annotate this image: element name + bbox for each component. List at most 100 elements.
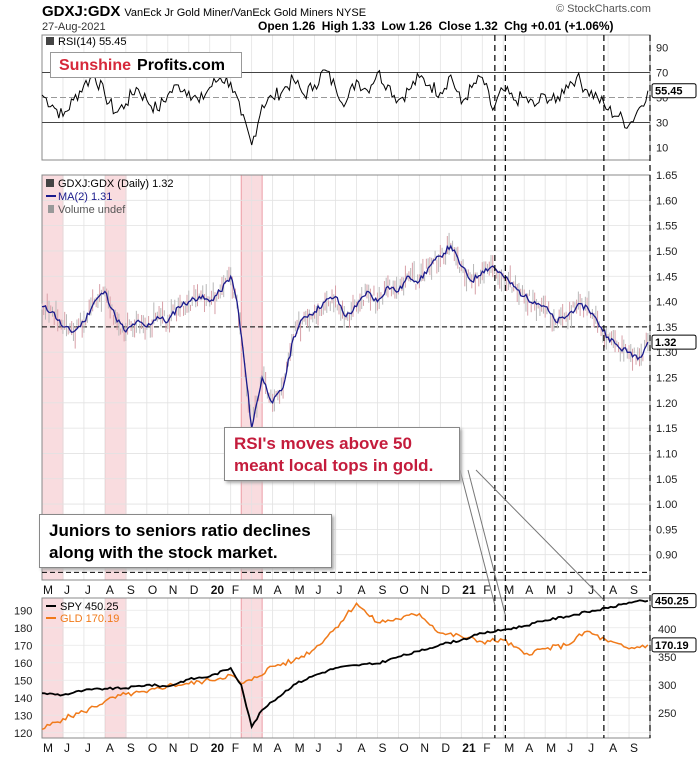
gld-tick-label: 130 bbox=[14, 710, 32, 722]
x-tick-label: F bbox=[232, 741, 239, 755]
x-tick-label: A bbox=[357, 741, 365, 755]
axis-ticks: 10305070900.900.951.001.051.101.151.201.… bbox=[14, 43, 677, 756]
x-tick-label: D bbox=[190, 583, 199, 597]
spy-tick-label: 350 bbox=[658, 652, 676, 664]
x-tick-label: A bbox=[106, 583, 114, 597]
x-tick-label: N bbox=[169, 741, 178, 755]
gld-tick-label: 170 bbox=[14, 640, 32, 652]
x-tick-label: M bbox=[43, 583, 53, 597]
gld-legend-text: GLD 170.19 bbox=[60, 613, 119, 625]
x-tick-label: J bbox=[337, 741, 343, 755]
x-tick-label: S bbox=[630, 583, 638, 597]
x-tick-label: F bbox=[232, 583, 239, 597]
x-tick-label: J bbox=[316, 741, 322, 755]
x-tick-label: A bbox=[357, 583, 365, 597]
x-tick-label: 20 bbox=[211, 583, 225, 597]
x-tick-label: J bbox=[316, 583, 322, 597]
legends: RSI(14) 55.45 GDXJ:GDX (Daily) 1.32MA(2) … bbox=[46, 36, 697, 653]
ratio-tick-label: 1.15 bbox=[656, 423, 677, 435]
x-tick-label: O bbox=[399, 583, 408, 597]
ratio-tick-label: 1.00 bbox=[656, 499, 677, 511]
ratio-tick-label: 1.55 bbox=[656, 221, 677, 233]
low-value: Low 1.26 bbox=[381, 19, 433, 33]
x-tick-label: S bbox=[127, 741, 135, 755]
x-tick-label: J bbox=[85, 583, 91, 597]
ratio-legend-swatch bbox=[46, 179, 54, 187]
frame-low bbox=[41, 597, 651, 739]
rsi-annotation: RSI's moves above 50 meant local tops in… bbox=[224, 427, 460, 481]
ratio-tick-label: 1.60 bbox=[656, 195, 677, 207]
x-tick-label: N bbox=[420, 741, 429, 755]
x-tick-label: A bbox=[609, 741, 617, 755]
ratio-tick-label: 1.50 bbox=[656, 246, 677, 258]
x-tick-label: J bbox=[567, 583, 573, 597]
open-value: Open 1.26 bbox=[258, 19, 316, 33]
x-tick-label: D bbox=[190, 741, 199, 755]
ratio-tick-label: 1.05 bbox=[656, 474, 677, 486]
x-tick-label: J bbox=[64, 741, 70, 755]
x-tick-label: A bbox=[274, 741, 282, 755]
ratio-tick-label: 1.65 bbox=[656, 170, 677, 182]
spy-line bbox=[41, 599, 649, 730]
gld-tick-label: 140 bbox=[14, 693, 32, 705]
ma-legend-text: MA(2) 1.31 bbox=[58, 191, 112, 203]
gld-tick-label: 180 bbox=[14, 623, 32, 635]
x-tick-label: F bbox=[483, 583, 490, 597]
annotation-arrows bbox=[459, 469, 605, 616]
volume-legend-text: Volume undef bbox=[58, 204, 126, 216]
rsi-line bbox=[41, 69, 649, 146]
x-tick-label: S bbox=[378, 583, 386, 597]
gld-tick-label: 150 bbox=[14, 675, 32, 687]
stockcharts-brand: © StockCharts.com bbox=[556, 3, 651, 15]
chart-description: VanEck Jr Gold Miner/VanEck Gold Miners … bbox=[124, 7, 367, 19]
x-tick-label: N bbox=[169, 583, 178, 597]
x-tick-label: F bbox=[483, 741, 490, 755]
close-value: Close 1.32 bbox=[438, 19, 498, 33]
x-tick-label: M bbox=[253, 741, 263, 755]
gld-current-label-box bbox=[651, 637, 697, 653]
spy-legend-text: SPY 450.25 bbox=[60, 601, 119, 613]
rsi-legend-swatch bbox=[46, 37, 54, 45]
x-tick-label: 21 bbox=[462, 583, 476, 597]
sunshine-profits-logo: Sunshine Profits.com bbox=[50, 52, 242, 78]
ratio-tick-label: 1.40 bbox=[656, 297, 677, 309]
x-tick-label: M bbox=[546, 741, 556, 755]
gld-line bbox=[41, 602, 649, 731]
ratio-tick-label: 1.30 bbox=[656, 347, 677, 359]
gld-tick-label: 190 bbox=[14, 605, 32, 617]
ratio-tick-label: 1.20 bbox=[656, 398, 677, 410]
rsi-current-label-box bbox=[651, 83, 697, 99]
x-tick-label: A bbox=[525, 741, 533, 755]
x-tick-label: S bbox=[378, 741, 386, 755]
ratio-legend-text: GDXJ:GDX (Daily) 1.32 bbox=[58, 178, 174, 190]
x-tick-label: M bbox=[504, 583, 514, 597]
gridlines bbox=[41, 35, 651, 738]
x-tick-label: M bbox=[295, 583, 305, 597]
x-tick-label: M bbox=[504, 741, 514, 755]
x-tick-label: 20 bbox=[211, 741, 225, 755]
rsi-current-label: 55.45 bbox=[655, 86, 683, 98]
rsi-tick-label: 70 bbox=[656, 68, 668, 80]
x-tick-label: M bbox=[546, 583, 556, 597]
ratio-tick-label: 0.90 bbox=[656, 550, 677, 562]
x-tick-label: D bbox=[441, 583, 450, 597]
ohlc-readout: Open 1.26 High 1.33 Low 1.26 Close 1.32 … bbox=[258, 19, 617, 33]
x-tick-label: S bbox=[630, 741, 638, 755]
event-lines bbox=[494, 35, 651, 738]
ratio-current-label: 1.32 bbox=[655, 337, 676, 349]
gld-tick-label: 120 bbox=[14, 728, 32, 740]
x-tick-label: J bbox=[85, 741, 91, 755]
x-tick-label: O bbox=[148, 741, 157, 755]
x-tick-label: N bbox=[420, 583, 429, 597]
ratio-tick-label: 1.10 bbox=[656, 448, 677, 460]
x-tick-label: M bbox=[253, 583, 263, 597]
ratio-current-label-box bbox=[651, 334, 697, 350]
ratio-ma-line bbox=[42, 244, 649, 429]
high-value: High 1.33 bbox=[321, 19, 376, 33]
x-tick-label: A bbox=[609, 583, 617, 597]
spy-current-label: 450.25 bbox=[655, 596, 689, 608]
spy-tick-label: 250 bbox=[658, 708, 676, 720]
ratio-tick-label: 1.45 bbox=[656, 271, 677, 283]
